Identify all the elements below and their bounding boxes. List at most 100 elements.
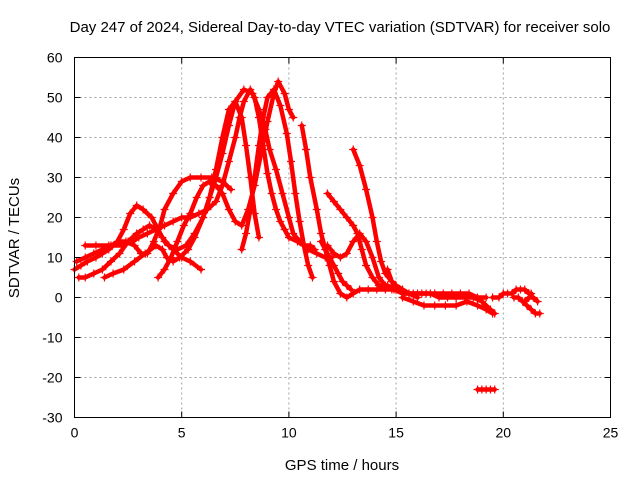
- data-point: [441, 301, 450, 310]
- data-point: [329, 261, 338, 270]
- data-point: [254, 141, 263, 150]
- data-point: [186, 213, 195, 222]
- y-tick-label: -10: [42, 330, 62, 346]
- data-point: [295, 217, 304, 226]
- y-axis-label: SDTVAR / TECUs: [6, 178, 23, 298]
- data-point: [199, 181, 208, 190]
- data-point: [117, 241, 126, 250]
- data-point: [276, 217, 285, 226]
- data-point: [169, 217, 178, 226]
- data-point: [299, 241, 308, 250]
- data-point: [250, 173, 259, 182]
- data-point: [179, 221, 188, 230]
- data-point: [132, 201, 141, 210]
- data-point: [186, 257, 195, 266]
- data-point: [151, 225, 160, 234]
- x-axis-label: GPS time / hours: [285, 457, 399, 474]
- data-point: [304, 261, 313, 270]
- data-point: [490, 385, 499, 394]
- y-tick-label: 20: [47, 210, 63, 226]
- data-point: [224, 205, 233, 214]
- data-point: [325, 253, 334, 262]
- data-point: [160, 205, 169, 214]
- series-arc18: [473, 385, 499, 394]
- data-point: [362, 237, 371, 246]
- data-point: [368, 213, 377, 222]
- data-point: [126, 209, 135, 218]
- series-arc12: [349, 145, 422, 302]
- data-point: [488, 309, 497, 318]
- data-point: [317, 237, 326, 246]
- x-tick-label: 20: [496, 425, 512, 441]
- data-point: [263, 93, 272, 102]
- data-point: [81, 273, 90, 282]
- series-trace: [239, 87, 315, 280]
- data-point: [145, 221, 154, 230]
- x-tick-label: 10: [281, 425, 297, 441]
- x-tick-label: 15: [388, 425, 404, 441]
- data-point: [134, 233, 143, 242]
- series-arc4: [100, 85, 336, 282]
- data-point: [109, 269, 118, 278]
- data-point: [104, 241, 113, 250]
- data-point: [464, 289, 473, 298]
- data-point: [154, 273, 163, 282]
- series-trace: [350, 147, 420, 300]
- data-point: [284, 105, 293, 114]
- data-point: [355, 285, 364, 294]
- data-point: [364, 285, 373, 294]
- data-point: [119, 265, 128, 274]
- axis-ticks: 0 5 10 15 20 25 -30 -20 -10 0 10 20 30 40 50 60: [42, 50, 618, 441]
- data-point: [235, 113, 244, 122]
- data-point: [387, 277, 396, 286]
- data-point: [321, 245, 330, 254]
- x-tick-label: 0: [71, 425, 79, 441]
- data-point: [452, 301, 461, 310]
- data-point: [422, 289, 431, 298]
- data-point: [218, 181, 227, 190]
- series-arc17: [520, 293, 542, 306]
- data-point: [242, 141, 251, 150]
- data-point: [203, 205, 212, 214]
- data-point: [374, 281, 383, 290]
- data-point: [205, 177, 214, 186]
- data-point: [392, 285, 401, 294]
- data-point: [184, 245, 193, 254]
- y-tick-label: 40: [47, 130, 63, 146]
- data-point: [349, 237, 358, 246]
- data-point: [312, 205, 321, 214]
- data-point: [246, 205, 255, 214]
- data-point: [81, 241, 90, 250]
- x-tick-label: 5: [178, 425, 186, 441]
- data-point: [89, 269, 98, 278]
- data-point: [280, 225, 289, 234]
- data-point: [342, 249, 351, 258]
- data-point: [194, 209, 203, 218]
- data-point: [81, 253, 90, 262]
- data-point: [278, 189, 287, 198]
- data-point: [473, 293, 482, 302]
- data-point: [527, 305, 536, 314]
- data-point: [520, 285, 529, 294]
- data-point: [254, 233, 263, 242]
- data-point: [164, 241, 173, 250]
- data-point: [533, 297, 542, 306]
- y-tick-label: 30: [47, 170, 63, 186]
- data-point: [336, 205, 345, 214]
- data-point: [267, 189, 276, 198]
- data-point: [349, 145, 358, 154]
- data-point: [231, 97, 240, 106]
- data-point: [383, 265, 392, 274]
- data-point: [274, 77, 283, 86]
- data-point: [106, 257, 115, 266]
- series-arc10: [317, 237, 356, 294]
- data-point: [289, 229, 298, 238]
- data-point: [362, 185, 371, 194]
- data-point: [482, 305, 491, 314]
- data-point: [265, 145, 274, 154]
- data-point: [151, 241, 160, 250]
- data-point: [329, 197, 338, 206]
- y-tick-label: -30: [42, 410, 62, 426]
- data-point: [297, 121, 306, 130]
- data-point: [239, 97, 248, 106]
